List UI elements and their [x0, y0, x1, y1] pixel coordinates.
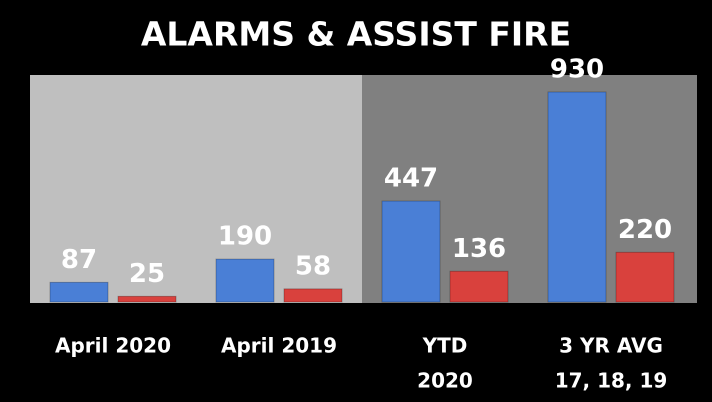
x-tick-label: YTD	[422, 334, 468, 358]
bar	[381, 200, 441, 303]
data-label: 190	[218, 222, 272, 252]
chart-title: ALARMS & ASSIST FIRE	[141, 15, 571, 54]
bar	[283, 288, 343, 303]
data-label: 930	[550, 55, 604, 85]
bar	[615, 251, 675, 303]
bar	[117, 295, 177, 303]
data-label: 136	[452, 234, 506, 264]
data-label: 220	[618, 215, 672, 245]
data-label: 58	[295, 251, 331, 281]
data-label: 447	[384, 164, 438, 194]
x-tick-label: April 2019	[221, 334, 337, 358]
bar	[547, 91, 607, 303]
x-tick-label: 3 YR AVG	[559, 334, 663, 358]
bar	[215, 258, 275, 303]
panel-light	[30, 75, 362, 303]
bar	[449, 270, 509, 303]
data-label: 87	[61, 245, 97, 275]
data-label: 25	[129, 259, 165, 289]
x-tick-label: 2020	[417, 369, 473, 393]
x-tick-label: 17, 18, 19	[555, 369, 668, 393]
x-tick-label: April 2020	[55, 334, 171, 358]
bar	[49, 281, 109, 303]
